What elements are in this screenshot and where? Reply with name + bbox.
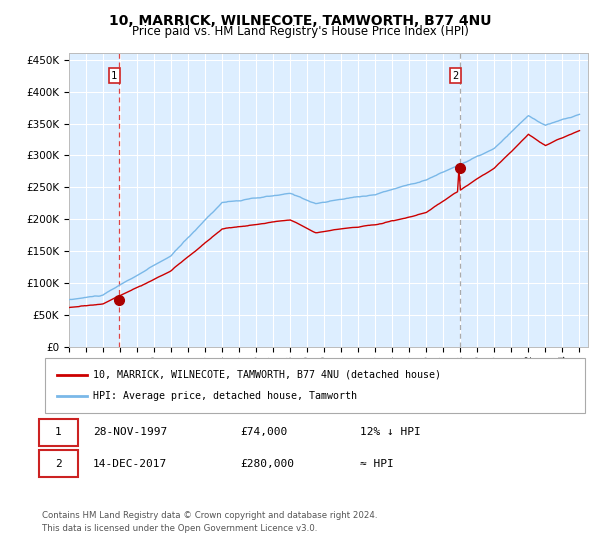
Text: £280,000: £280,000	[240, 459, 294, 469]
Text: 12% ↓ HPI: 12% ↓ HPI	[360, 427, 421, 437]
Text: 1: 1	[55, 427, 62, 437]
Text: 28-NOV-1997: 28-NOV-1997	[93, 427, 167, 437]
Text: 1: 1	[111, 71, 118, 81]
Text: £74,000: £74,000	[240, 427, 287, 437]
Text: HPI: Average price, detached house, Tamworth: HPI: Average price, detached house, Tamw…	[93, 391, 357, 402]
Text: 10, MARRICK, WILNECOTE, TAMWORTH, B77 4NU: 10, MARRICK, WILNECOTE, TAMWORTH, B77 4N…	[109, 14, 491, 28]
Text: ≈ HPI: ≈ HPI	[360, 459, 394, 469]
Text: 2: 2	[452, 71, 458, 81]
Text: 10, MARRICK, WILNECOTE, TAMWORTH, B77 4NU (detached house): 10, MARRICK, WILNECOTE, TAMWORTH, B77 4N…	[93, 370, 441, 380]
Text: 14-DEC-2017: 14-DEC-2017	[93, 459, 167, 469]
Text: Contains HM Land Registry data © Crown copyright and database right 2024.: Contains HM Land Registry data © Crown c…	[42, 511, 377, 520]
Text: Price paid vs. HM Land Registry's House Price Index (HPI): Price paid vs. HM Land Registry's House …	[131, 25, 469, 38]
Text: 2: 2	[55, 459, 62, 469]
Text: This data is licensed under the Open Government Licence v3.0.: This data is licensed under the Open Gov…	[42, 524, 317, 533]
